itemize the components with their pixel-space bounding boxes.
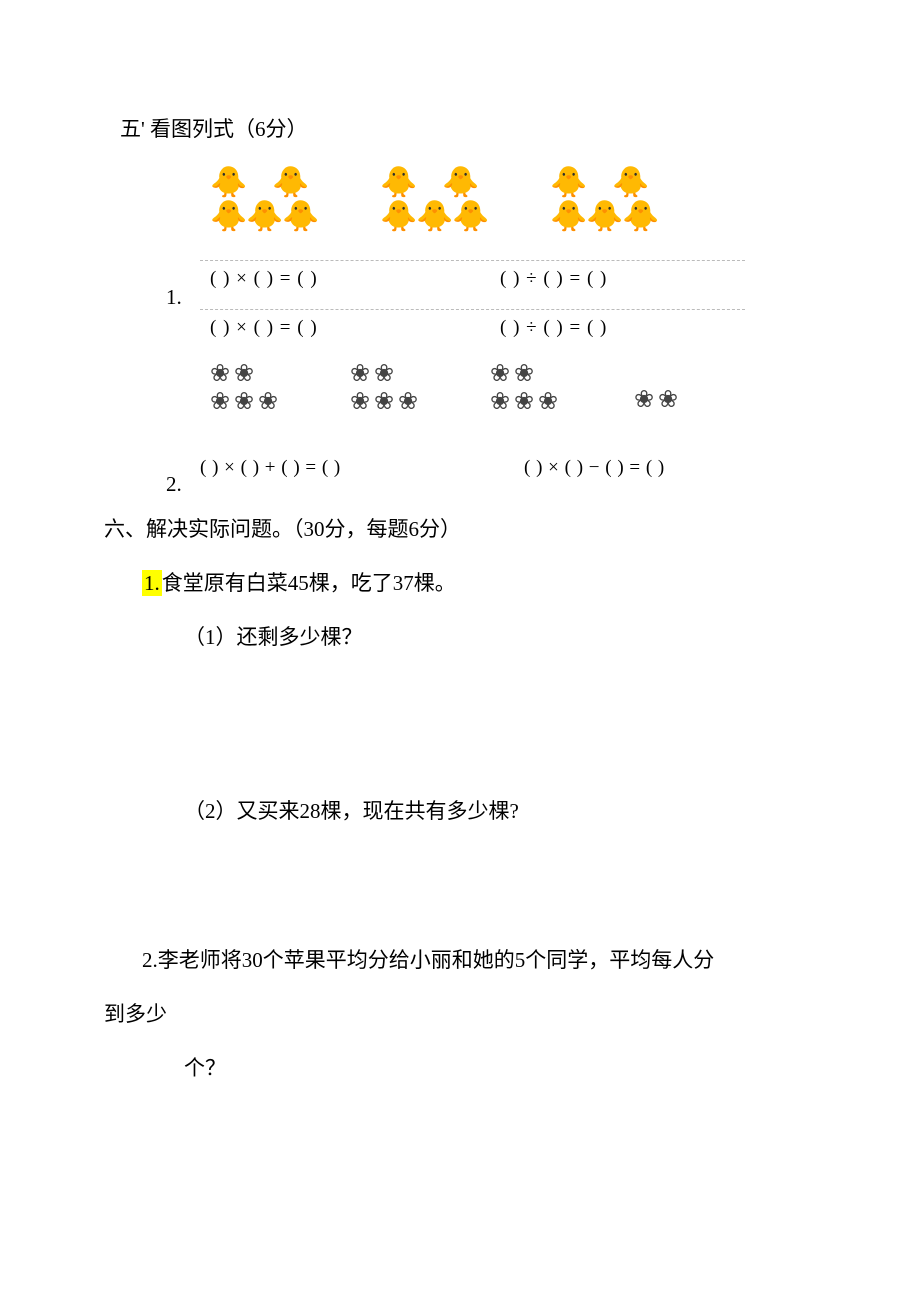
- q1-number-highlight: 1.: [142, 570, 162, 596]
- chick-icon: 🐥: [550, 202, 587, 232]
- chick-icon: 🐥: [282, 202, 319, 232]
- flower-icon: ❀: [514, 390, 534, 414]
- chick-icon: 🐥: [416, 202, 453, 232]
- equation-wide-left: ( ) × ( ) + ( ) = ( ): [200, 450, 341, 486]
- flower-icon: ❀: [234, 390, 254, 414]
- q2-line-b: 到多少: [104, 995, 920, 1035]
- q1-stem-line: 1.食堂原有白菜45棵，吃了37棵。: [142, 564, 920, 604]
- item2-figure: ❀ ❀ ❀ ❀ ❀ ❀ ❀ ❀ ❀ ❀ ❀ ❀ ❀ ❀ ❀ ❀ ❀: [210, 362, 920, 432]
- equation-blank-right: ( ) ÷ ( ) = ( ): [500, 261, 607, 297]
- chick-icon: 🐥: [210, 168, 247, 198]
- answer-space: [0, 658, 920, 778]
- chick-icon: 🐥: [380, 202, 417, 232]
- flower-icon: ❀: [490, 362, 510, 386]
- item1-figure: 🐥 🐥 🐥 🐥 🐥 🐥 🐥 🐥 🐥 🐥 🐥 🐥 🐥 🐥 🐥: [210, 168, 920, 258]
- flower-icon: ❀: [374, 362, 394, 386]
- flower-icon: ❀: [350, 362, 370, 386]
- flower-icon: ❀: [258, 390, 278, 414]
- q1-sub2: （2）又买来28棵，现在共有多少棵?: [184, 792, 920, 832]
- q2-line-a: 2.李老师将30个苹果平均分给小丽和她的5个同学，平均每人分: [142, 941, 920, 981]
- chick-icon: 🐥: [442, 168, 479, 198]
- flower-icon: ❀: [210, 390, 230, 414]
- chick-icon: 🐥: [210, 202, 247, 232]
- equation-row: ( ) × ( ) = ( ) ( ) ÷ ( ) = ( ): [200, 310, 920, 356]
- flower-icon: ❀: [634, 388, 654, 412]
- flower-icon: ❀: [490, 390, 510, 414]
- item1-number: 1.: [166, 278, 182, 318]
- chick-icon: 🐥: [246, 202, 283, 232]
- chick-icon: 🐥: [380, 168, 417, 198]
- chick-icon: 🐥: [452, 202, 489, 232]
- flower-icon: ❀: [234, 362, 254, 386]
- equation-blank-left: ( ) × ( ) = ( ): [210, 261, 318, 297]
- equation-row-wide: ( ) × ( ) + ( ) = ( ) ( ) × ( ) − ( ) = …: [190, 450, 920, 484]
- q1-stem-text: 食堂原有白菜45棵，吃了37棵。: [162, 571, 456, 595]
- flower-icon: ❀: [538, 390, 558, 414]
- chick-icon: 🐥: [586, 202, 623, 232]
- equation-row: ( ) × ( ) = ( ) ( ) ÷ ( ) = ( ): [200, 261, 920, 307]
- chick-icon: 🐥: [272, 168, 309, 198]
- section5-heading: 五' 看图列式（6分）: [120, 110, 920, 150]
- flower-icon: ❀: [350, 390, 370, 414]
- q2-line-c: 个？: [184, 1049, 920, 1089]
- flower-icon: ❀: [398, 390, 418, 414]
- q1-sub1: （1）还剩多少棵？: [184, 618, 920, 658]
- flower-icon: ❀: [658, 388, 678, 412]
- worksheet-page: 五' 看图列式（6分） 1. 🐥 🐥 🐥 🐥 🐥 🐥 🐥 🐥 🐥 🐥 🐥 🐥 🐥…: [0, 110, 920, 1089]
- chick-icon: 🐥: [622, 202, 659, 232]
- section6-heading: 六、解决实际问题。（30分，每题6分）: [104, 510, 920, 550]
- equation-blank-right: ( ) ÷ ( ) = ( ): [500, 310, 607, 346]
- equation-wide-right: ( ) × ( ) − ( ) = ( ): [524, 450, 665, 486]
- flower-icon: ❀: [210, 362, 230, 386]
- item2-number: 2.: [166, 465, 182, 505]
- equation-blank-left: ( ) × ( ) = ( ): [210, 310, 318, 346]
- chick-icon: 🐥: [550, 168, 587, 198]
- flower-icon: ❀: [514, 362, 534, 386]
- answer-space: [0, 831, 920, 931]
- flower-icon: ❀: [374, 390, 394, 414]
- chick-icon: 🐥: [612, 168, 649, 198]
